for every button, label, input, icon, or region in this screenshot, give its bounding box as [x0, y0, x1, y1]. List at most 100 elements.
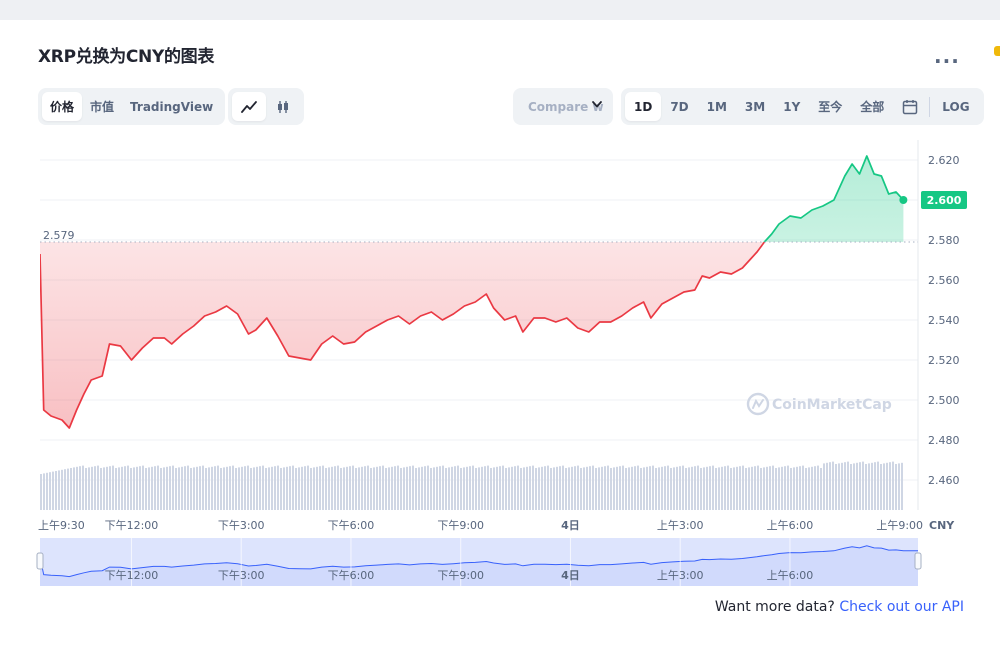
volume-bar [646, 466, 648, 510]
volume-bar [808, 467, 810, 510]
volume-bar [304, 466, 306, 510]
volume-bar [850, 464, 852, 510]
tab-range-5[interactable]: 至今 [818, 100, 843, 114]
tab-view-2[interactable]: TradingView [130, 99, 214, 114]
volume-bar [250, 468, 252, 510]
volume-bar [727, 465, 729, 510]
volume-bar [568, 467, 570, 510]
more-options-button[interactable]: ... [934, 44, 960, 68]
volume-bar [136, 466, 138, 510]
page-title: XRP兑换为CNY的图表 [38, 47, 215, 67]
volume-bar [748, 467, 750, 510]
calendar-icon [903, 99, 918, 114]
x-tick-label: 上午9:30 [38, 519, 85, 532]
tab-view-0[interactable]: 价格 [42, 92, 83, 121]
calendar-button[interactable] [893, 92, 927, 121]
volume-bar [376, 466, 378, 510]
tab-range-3[interactable]: 3M [744, 99, 766, 114]
tab-candlestick[interactable] [266, 92, 300, 121]
volume-bar [334, 466, 336, 510]
volume-bar [610, 468, 612, 510]
volume-bar [436, 466, 438, 510]
volume-bar [298, 467, 300, 510]
volume-bar [238, 467, 240, 510]
price-chart[interactable]: 2.460 2.480 2.500 2.520 2.540 2.560 2.580 2.600… [0, 20, 1000, 600]
volume-bar [691, 466, 693, 510]
volume-bar [823, 463, 825, 510]
volume-bar [265, 468, 267, 510]
volume-bar [508, 467, 510, 510]
volume-bar [472, 465, 474, 510]
navigator-handle-left[interactable] [36, 552, 44, 570]
volume-bar [688, 467, 690, 510]
volume-bar [220, 468, 222, 510]
volume-bar [409, 466, 411, 510]
volume-bar [199, 466, 201, 510]
volume-bar [739, 466, 741, 510]
tab-range-1[interactable]: 7D [670, 99, 689, 114]
volume-bar [709, 466, 711, 510]
volume-bar [340, 468, 342, 510]
volume-bar [544, 466, 546, 510]
volume-bar [547, 465, 549, 510]
x-tick-label: 下午6:00 [328, 519, 375, 532]
volume-bar [814, 466, 816, 510]
volume-bar [667, 465, 669, 510]
tab-view-1[interactable]: 市值 [90, 100, 115, 114]
volume-bar [532, 465, 534, 510]
tab-range-2[interactable]: 1M [706, 99, 727, 114]
volume-bar [760, 468, 762, 510]
volume-bar [394, 466, 396, 510]
log-scale-button[interactable]: LOG [942, 99, 970, 114]
tab-range-0[interactable]: 1D [625, 92, 662, 121]
volume-bar [895, 464, 897, 510]
volume-bar [343, 467, 345, 510]
volume-bar [577, 465, 579, 510]
compare-dropdown[interactable]: Compare w [513, 88, 613, 125]
volume-bar [40, 474, 42, 510]
volume-bar [664, 466, 666, 510]
volume-bar [457, 465, 459, 510]
volume-bar [184, 466, 186, 510]
current-price-badge [921, 191, 967, 209]
volume-bar [202, 465, 204, 510]
x-tick-label: 下午12:00 [105, 519, 159, 532]
volume-bar [289, 466, 291, 510]
tab-range-6[interactable]: 全部 [860, 100, 885, 114]
x-tick-label: 下午9:00 [437, 519, 484, 532]
volume-bar [196, 466, 198, 510]
volume-bar [589, 466, 591, 510]
volume-bar [619, 466, 621, 510]
tab-range-4[interactable]: 1Y [783, 99, 801, 114]
volume-bar [604, 466, 606, 510]
volume-bar [625, 468, 627, 510]
volume-bar [112, 465, 114, 510]
volume-bar [700, 468, 702, 510]
volume-bar [385, 468, 387, 510]
volume-bar [82, 465, 84, 510]
volume-bar [487, 465, 489, 510]
api-link[interactable]: Check out our API [839, 599, 964, 615]
volume-bar [133, 467, 135, 510]
volume-bar [346, 466, 348, 510]
volume-bar [763, 467, 765, 510]
volume-bar [640, 468, 642, 510]
navigator-handle-right[interactable] [914, 552, 922, 570]
tab-line-chart[interactable] [232, 92, 266, 121]
volume-bar [847, 461, 849, 510]
volume-bar [886, 462, 888, 510]
volume-bar [151, 466, 153, 510]
volume-bar [397, 465, 399, 510]
volume-bar [442, 465, 444, 510]
volume-bar [154, 466, 156, 510]
volume-bar [181, 466, 183, 510]
volume-bar [268, 467, 270, 510]
currency-label: CNY [929, 519, 955, 532]
volume-bar [166, 466, 168, 510]
volume-bar [781, 466, 783, 510]
volume-bar [85, 468, 87, 510]
volume-bar [853, 463, 855, 510]
volume-bar [685, 468, 687, 510]
price-area-up [40, 156, 904, 242]
volume-bar [859, 462, 861, 510]
